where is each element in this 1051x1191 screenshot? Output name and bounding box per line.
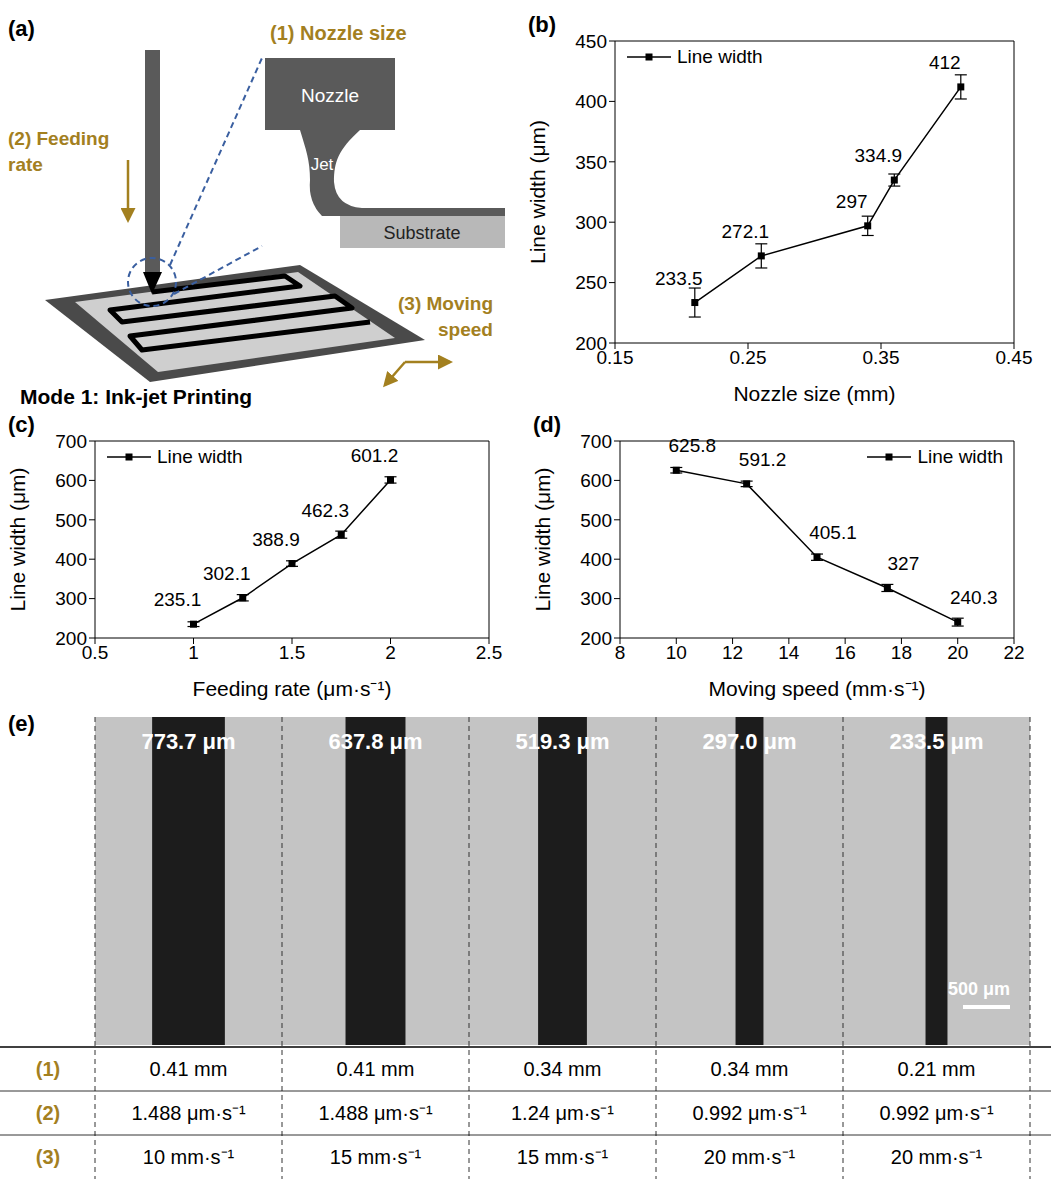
svg-text:600: 600 (580, 470, 612, 491)
svg-text:240.3: 240.3 (950, 587, 998, 608)
svg-text:200: 200 (55, 628, 87, 649)
html-text:(b): (b) (528, 12, 557, 37)
html-text:Line width: Line width (917, 446, 1003, 467)
svg-text:20: 20 (947, 642, 968, 663)
svg-text:0.41 mm: 0.41 mm (337, 1058, 415, 1080)
svg-text:Mode 1: Ink-jet Printing: Mode 1: Ink-jet Printing (20, 385, 252, 408)
svg-text:(3): (3) (36, 1146, 60, 1168)
html-text:(c): (c) (8, 412, 35, 437)
svg-text:297: 297 (836, 191, 868, 212)
svg-text:18: 18 (891, 642, 912, 663)
svg-text:500: 500 (55, 510, 87, 531)
svg-text:462.3: 462.3 (301, 500, 349, 521)
svg-text:700: 700 (580, 431, 612, 452)
svg-text:12: 12 (722, 642, 743, 663)
svg-text:0.35: 0.35 (863, 347, 900, 368)
svg-text:(2): (2) (36, 1102, 60, 1124)
svg-text:8: 8 (615, 642, 626, 663)
svg-text:Line width (μm): Line width (μm) (531, 468, 554, 612)
svg-text:0.15: 0.15 (596, 347, 634, 369)
svg-text:233.5: 233.5 (655, 268, 703, 289)
svg-text:500 μm: 500 μm (948, 979, 1010, 999)
svg-text:Feeding rate (μm·s⁻¹): Feeding rate (μm·s⁻¹) (193, 677, 392, 700)
svg-text:500: 500 (580, 510, 612, 531)
svg-text:20 mm·s⁻¹: 20 mm·s⁻¹ (704, 1146, 796, 1168)
svg-text:15 mm·s⁻¹: 15 mm·s⁻¹ (517, 1146, 609, 1168)
svg-text:(1) Nozzle size: (1) Nozzle size (270, 22, 407, 44)
svg-text:300: 300 (580, 588, 612, 609)
svg-text:15 mm·s⁻¹: 15 mm·s⁻¹ (330, 1146, 422, 1168)
html-text:Line width: Line width (677, 46, 763, 67)
svg-text:300: 300 (575, 212, 607, 233)
svg-text:1.488 μm·s⁻¹: 1.488 μm·s⁻¹ (318, 1102, 432, 1124)
svg-text:(1): (1) (36, 1058, 60, 1080)
svg-text:Line width (μm): Line width (μm) (6, 468, 29, 612)
svg-text:1.24 μm·s⁻¹: 1.24 μm·s⁻¹ (511, 1102, 614, 1124)
svg-text:Nozzle size (mm): Nozzle size (mm) (733, 382, 895, 405)
svg-text:2.5: 2.5 (476, 642, 502, 663)
svg-text:20 mm·s⁻¹: 20 mm·s⁻¹ (891, 1146, 983, 1168)
svg-text:302.1: 302.1 (203, 563, 251, 584)
svg-text:405.1: 405.1 (809, 522, 857, 543)
svg-text:0.41 mm: 0.41 mm (150, 1058, 228, 1080)
svg-text:Line width (μm): Line width (μm) (526, 120, 549, 264)
svg-text:Jet: Jet (311, 155, 334, 174)
svg-text:388.9: 388.9 (252, 529, 300, 550)
svg-text:0.5: 0.5 (81, 642, 109, 664)
svg-text:200: 200 (580, 628, 612, 649)
svg-text:591.2: 591.2 (739, 449, 787, 470)
svg-text:16: 16 (835, 642, 856, 663)
svg-text:10 mm·s⁻¹: 10 mm·s⁻¹ (143, 1146, 235, 1168)
svg-text:233.5 μm: 233.5 μm (889, 729, 983, 754)
svg-text:14: 14 (778, 642, 800, 663)
svg-text:637.8 μm: 637.8 μm (328, 729, 422, 754)
svg-text:Substrate: Substrate (383, 223, 460, 243)
svg-text:250: 250 (575, 272, 607, 293)
svg-text:625.8: 625.8 (669, 435, 717, 456)
svg-text:2: 2 (385, 642, 396, 663)
svg-text:773.7 μm: 773.7 μm (141, 729, 235, 754)
svg-text:1.5: 1.5 (279, 642, 305, 663)
svg-text:297.0 μm: 297.0 μm (702, 729, 796, 754)
html-text:(d): (d) (533, 412, 562, 437)
svg-text:0.45: 0.45 (996, 347, 1033, 368)
svg-text:1: 1 (188, 642, 199, 663)
svg-text:327: 327 (888, 553, 920, 574)
svg-text:235.1: 235.1 (154, 589, 202, 610)
svg-text:300: 300 (55, 588, 87, 609)
svg-text:400: 400 (575, 91, 607, 112)
svg-text:400: 400 (55, 549, 87, 570)
svg-text:(3) Movingspeed: (3) Movingspeed (398, 293, 493, 340)
svg-text:10: 10 (666, 642, 687, 663)
svg-text:0.992 μm·s⁻¹: 0.992 μm·s⁻¹ (879, 1102, 993, 1124)
svg-text:0.34 mm: 0.34 mm (711, 1058, 789, 1080)
svg-text:600: 600 (55, 470, 87, 491)
svg-text:200: 200 (575, 333, 607, 354)
svg-text:519.3 μm: 519.3 μm (515, 729, 609, 754)
svg-text:412: 412 (929, 52, 961, 73)
svg-text:(2) Feedingrate: (2) Feedingrate (8, 128, 109, 175)
svg-text:0.25: 0.25 (730, 347, 767, 368)
svg-text:334.9: 334.9 (855, 145, 903, 166)
svg-text:0.992 μm·s⁻¹: 0.992 μm·s⁻¹ (692, 1102, 806, 1124)
svg-text:272.1: 272.1 (722, 221, 770, 242)
svg-text:(a): (a) (8, 16, 35, 41)
svg-text:Nozzle: Nozzle (301, 85, 359, 106)
svg-text:(e): (e) (8, 711, 35, 736)
svg-text:Moving speed (mm·s⁻¹): Moving speed (mm·s⁻¹) (708, 677, 925, 700)
html-text:Line width: Line width (157, 446, 243, 467)
svg-text:0.21 mm: 0.21 mm (898, 1058, 976, 1080)
svg-text:700: 700 (55, 431, 87, 452)
svg-text:400: 400 (580, 549, 612, 570)
svg-text:350: 350 (575, 152, 607, 173)
svg-text:1.488 μm·s⁻¹: 1.488 μm·s⁻¹ (131, 1102, 245, 1124)
svg-text:22: 22 (1003, 642, 1024, 663)
svg-text:601.2: 601.2 (351, 445, 399, 466)
svg-text:450: 450 (575, 31, 607, 52)
svg-text:0.34 mm: 0.34 mm (524, 1058, 602, 1080)
